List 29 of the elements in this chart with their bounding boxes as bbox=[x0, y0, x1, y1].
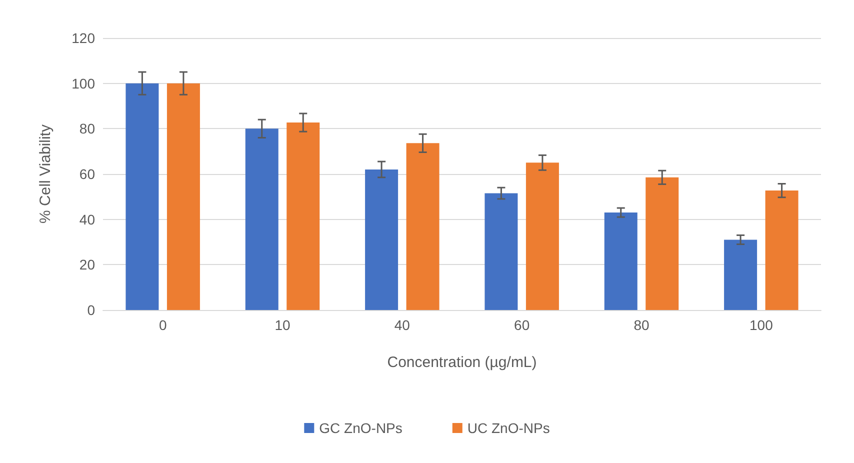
y-tick-label: 20 bbox=[79, 256, 96, 273]
bar bbox=[604, 212, 638, 310]
bar bbox=[166, 83, 200, 310]
bar bbox=[526, 162, 559, 310]
bar bbox=[646, 177, 679, 310]
legend-label: GC ZnO-NPs bbox=[319, 420, 402, 436]
y-tick-label: 100 bbox=[72, 75, 96, 92]
y-tick-label: 60 bbox=[79, 166, 96, 182]
y-axis-title: % Cell Viability bbox=[37, 124, 54, 224]
x-tick-label: 100 bbox=[749, 317, 774, 333]
bar bbox=[484, 193, 518, 310]
bar bbox=[724, 240, 758, 310]
bar bbox=[765, 190, 798, 310]
legend-label: UC ZnO-NPs bbox=[467, 420, 550, 436]
x-axis-title: Concentration (µg/mL) bbox=[387, 354, 537, 371]
bar bbox=[406, 143, 440, 310]
bar bbox=[365, 169, 398, 310]
bar bbox=[286, 122, 320, 310]
x-tick-label: 10 bbox=[274, 317, 290, 333]
y-tick-label: 80 bbox=[79, 120, 96, 137]
x-tick-label: 40 bbox=[394, 317, 410, 333]
bar bbox=[126, 83, 159, 310]
x-tick-label: 0 bbox=[158, 317, 167, 333]
x-tick-label: 80 bbox=[634, 317, 650, 333]
x-tick-label: 60 bbox=[514, 317, 530, 333]
y-tick-label: 120 bbox=[72, 30, 96, 46]
y-tick-label: 40 bbox=[79, 211, 96, 228]
bar bbox=[245, 128, 278, 310]
y-tick-label: 0 bbox=[87, 302, 96, 318]
